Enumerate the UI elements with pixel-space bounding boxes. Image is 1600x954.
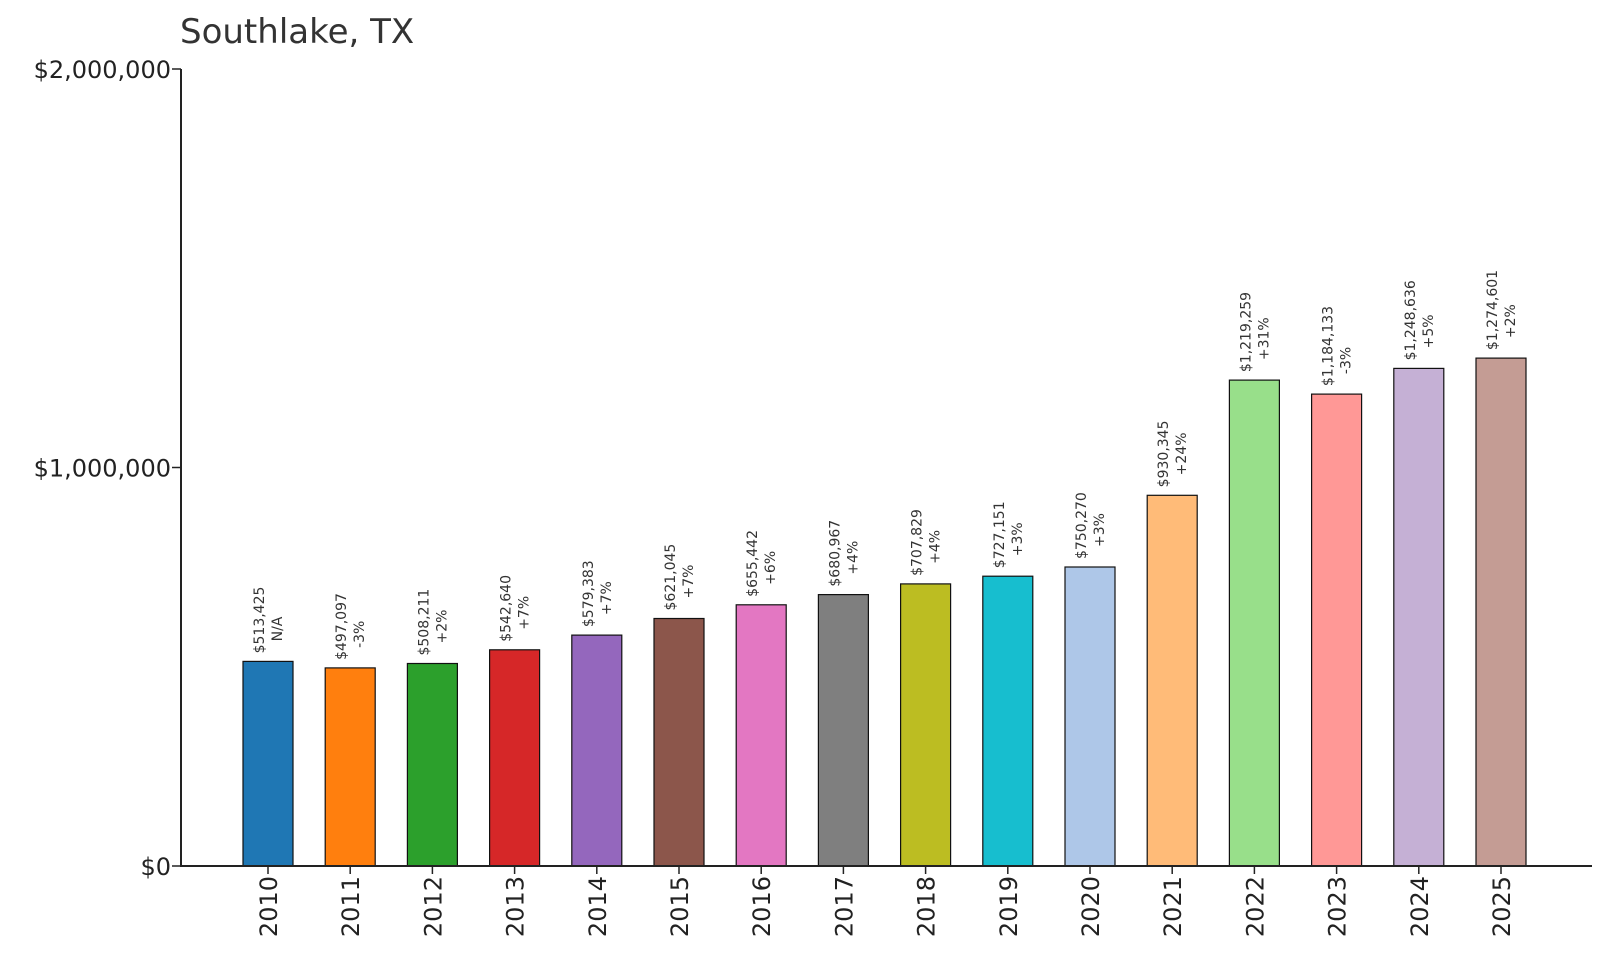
x-ticks: 2010 2011 2012 2013 2014 2015 2016 2017 2018 2019… [255,866,1516,937]
bar-value-label: $1,219,259 [1238,292,1254,372]
x-tick-label: 2018 [913,876,941,937]
bar-value-label: $930,345 [1156,420,1172,487]
y-tick-label: $0 [140,853,171,881]
x-tick-label: 2019 [995,876,1023,937]
bar-2025 [1475,357,1527,867]
bar-2020 [1064,566,1116,867]
chart-title: Southlake, TX [180,12,414,52]
bar-change-label: N/A [270,616,286,641]
bar-value-label: $727,151 [992,501,1008,568]
x-tick-label: 2014 [584,876,612,937]
bar-value-label: $542,640 [499,575,515,642]
bar-change-label: +4% [928,530,944,564]
bar-2022 [1228,379,1281,867]
y-ticks: $0 $1,000,000 $2,000,000 [34,56,181,881]
bar-value-label: $655,442 [745,530,761,597]
bar-2013 [489,649,541,867]
bar-change-label: +3% [1092,513,1108,547]
x-tick-label: 2022 [1241,876,1269,937]
bar-value-label: $513,425 [252,587,268,654]
bar-value-label: $707,829 [910,509,926,576]
bar-2018 [899,583,952,867]
bar-value-label: $497,097 [334,593,350,660]
bar-change-label: +2% [434,610,450,644]
x-tick-label: 2012 [419,876,447,937]
bar-2011 [324,667,376,867]
bar-value-label: $1,248,636 [1403,280,1419,360]
bar-2023 [1310,393,1363,867]
bar-2024 [1393,367,1445,867]
bar-value-label: $680,967 [827,520,843,587]
bar-value-label: $750,270 [1074,492,1090,559]
bar-2015 [653,617,705,867]
bar-value-label: $1,274,601 [1485,270,1501,350]
bar-change-label: +24% [1174,432,1190,475]
bar-change-label: +2% [1503,304,1519,338]
x-tick-label: 2010 [255,876,283,937]
bar-change-label: -3% [352,621,368,648]
bar-change-label: +7% [517,596,533,630]
bars-layer [242,357,1527,867]
bar-2017 [817,593,870,867]
bar-labels-layer: $513,425 N/A $497,097 -3% $508,211 +2% $542,64… [252,270,1519,660]
bar-change-label: +7% [599,581,615,615]
x-tick-label: 2013 [502,876,530,937]
bar-2016 [735,604,787,867]
x-tick-label: 2024 [1406,876,1434,937]
bar-2012 [406,662,458,867]
x-tick-label: 2021 [1159,876,1187,937]
x-tick-label: 2017 [830,876,858,937]
bar-value-label: $1,184,133 [1321,306,1337,386]
x-tick-label: 2011 [337,876,365,937]
bar-2010 [242,660,294,867]
x-tick-label: 2025 [1488,876,1516,937]
bar-change-label: +7% [681,565,697,599]
bar-change-label: +3% [1010,522,1026,556]
x-tick-label: 2023 [1324,876,1352,937]
bar-value-label: $621,045 [663,544,679,611]
bar-value-label: $508,211 [416,589,432,656]
x-tick-label: 2015 [666,876,694,937]
bar-change-label: +31% [1256,317,1272,360]
bar-change-label: +6% [763,551,779,585]
bar-2021 [1146,494,1198,867]
x-tick-label: 2020 [1077,876,1105,937]
bar-value-label: $579,383 [581,560,597,627]
bar-2019 [982,575,1034,867]
bar-change-label: +4% [845,541,861,575]
y-tick-label: $2,000,000 [34,56,171,84]
x-tick-label: 2016 [748,876,776,937]
bar-2014 [571,634,623,867]
bar-change-label: +5% [1421,314,1437,348]
bar-change-label: -3% [1339,347,1355,374]
y-tick-label: $1,000,000 [34,455,171,483]
